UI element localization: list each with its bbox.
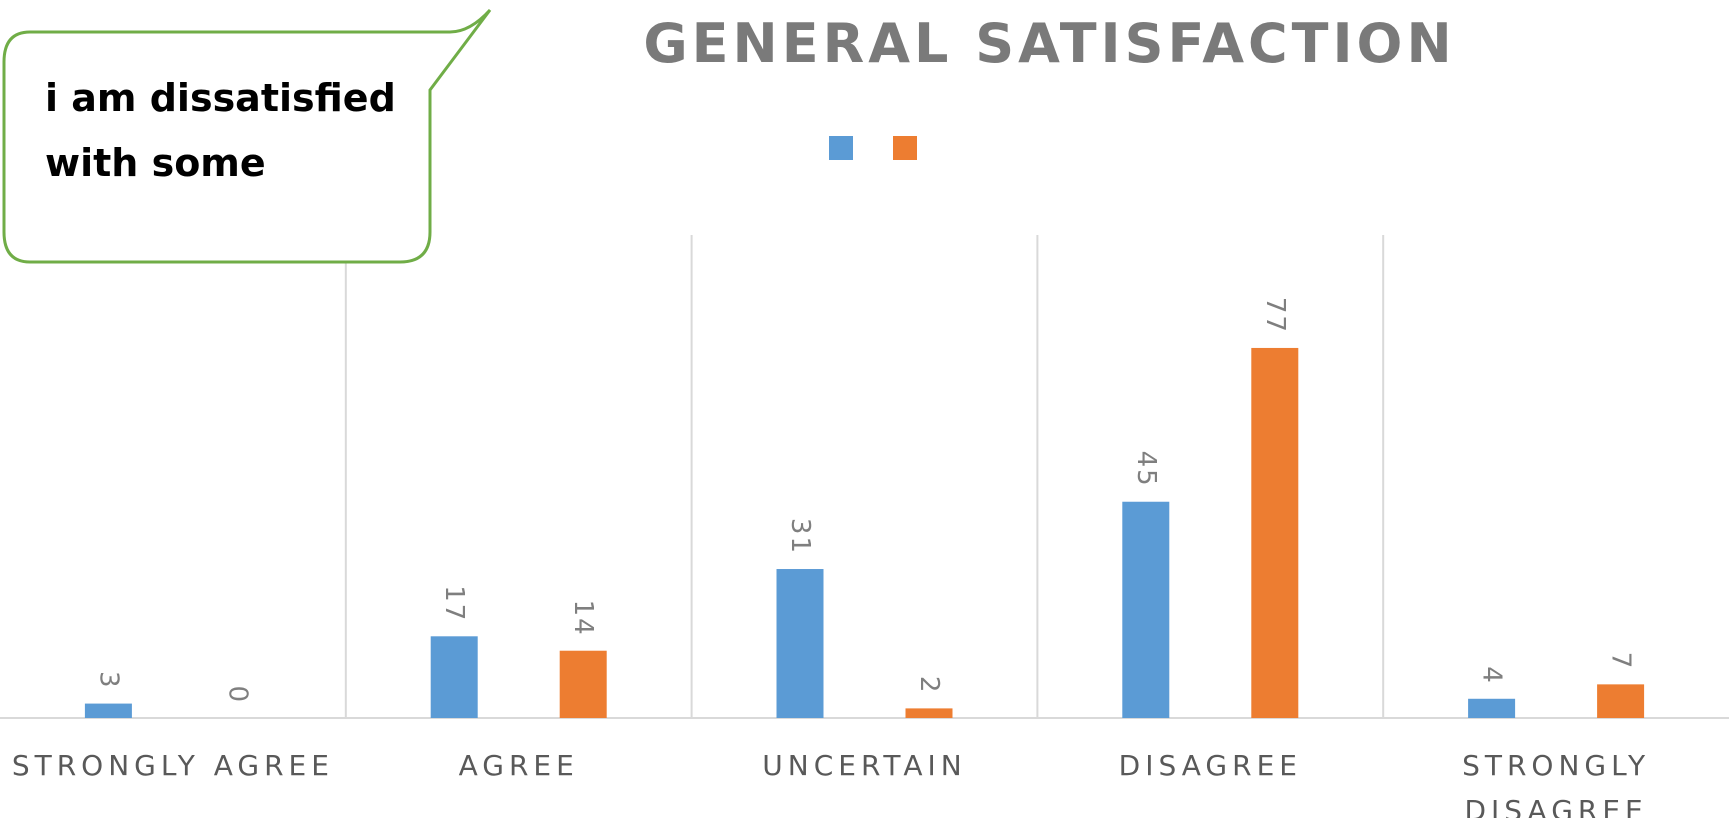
legend-swatch-series-1	[829, 136, 853, 160]
bar-s2-4	[1251, 347, 1299, 718]
callout-bubble	[2, 8, 492, 264]
data-label-s1-1: 3	[93, 671, 123, 690]
data-label-s1-2: 17	[439, 585, 469, 622]
bar-s1-3	[776, 569, 824, 718]
data-label-s2-2: 14	[568, 600, 598, 637]
data-label-s2-5: 7	[1606, 652, 1636, 671]
chart-title: GENERAL SATISFACTION	[643, 12, 1456, 75]
bar-s2-3	[905, 708, 953, 718]
bar-s1-5	[1468, 698, 1516, 718]
data-label-s2-1: 0	[222, 685, 252, 704]
data-label-s1-3: 31	[785, 518, 815, 555]
bar-layer	[84, 347, 1645, 718]
bar-s1-4	[1122, 501, 1170, 718]
category-label-5-line-1: STRONGLY	[1462, 749, 1650, 782]
data-label-s1-5: 4	[1477, 666, 1507, 685]
legend	[829, 136, 923, 160]
legend-swatch-series-2	[893, 136, 917, 160]
bar-s1-2	[430, 636, 478, 718]
callout-line-1: i am dissatisfied	[45, 76, 396, 120]
category-label-4: DISAGREE	[1119, 749, 1302, 782]
category-axis: STRONGLY AGREE AGREE UNCERTAIN DISAGREE STRO…	[12, 749, 1650, 818]
category-label-5-line-2: DISAGREE	[1464, 794, 1647, 818]
category-label-3: UNCERTAIN	[762, 749, 966, 782]
data-label-s2-3: 2	[914, 676, 944, 695]
legend-item-series-2	[893, 136, 923, 160]
category-label-1: STRONGLY AGREE	[12, 749, 334, 782]
callout-text: i am dissatisfied with some	[45, 66, 435, 196]
data-label-s2-4: 77	[1260, 297, 1290, 334]
grid-layer	[0, 235, 1729, 719]
bar-s2-5	[1597, 684, 1645, 718]
category-label-2: AGREE	[459, 749, 579, 782]
legend-item-series-1	[829, 136, 859, 160]
callout-line-2: with some	[45, 141, 266, 185]
data-label-s1-4: 45	[1131, 451, 1161, 488]
label-layer: 3 0 17 14 31 2 45 77 4 7	[93, 297, 1635, 704]
bar-s1-1	[84, 703, 132, 718]
bar-s2-2	[559, 650, 607, 718]
